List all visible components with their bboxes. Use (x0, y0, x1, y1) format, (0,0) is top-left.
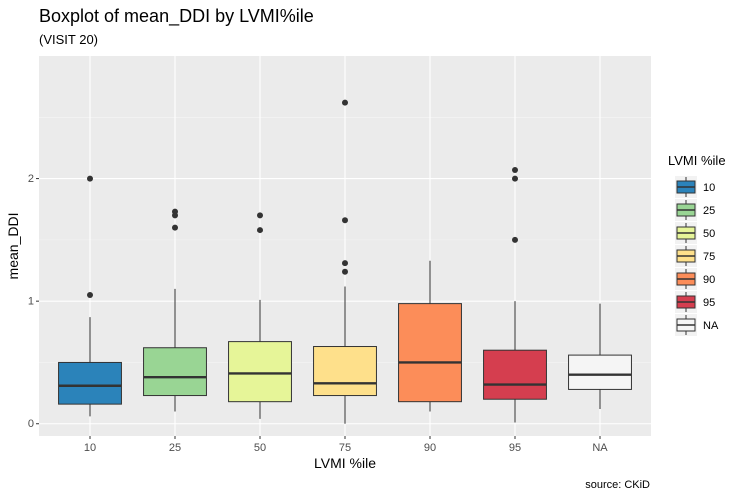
chart-subtitle: (VISIT 20) (39, 32, 99, 47)
legend-label: 95 (703, 297, 715, 309)
x-tick-label: 25 (169, 442, 181, 454)
chart-title: Boxplot of mean_DDI by LVMI%ile (39, 6, 314, 26)
box-group-50 (228, 212, 292, 419)
legend-item-10: 10 (675, 176, 715, 198)
outlier-point (512, 167, 518, 173)
box-group-90 (398, 260, 462, 412)
chart-caption: source: CKiD (585, 479, 650, 491)
x-tick-label: 10 (84, 442, 96, 454)
box-group-75 (313, 99, 377, 424)
x-tick-label: 95 (509, 442, 521, 454)
legend-item-50: 50 (675, 222, 715, 244)
box-group-NA (568, 303, 632, 410)
outlier-point (257, 212, 263, 219)
y-tick-label: 2 (28, 173, 34, 185)
box-95 (483, 349, 547, 400)
x-tick-label: NA (592, 442, 608, 454)
outlier-point (512, 175, 518, 182)
outlier-point (87, 175, 93, 182)
outlier-point (257, 227, 263, 234)
legend-label: 25 (703, 205, 715, 217)
legend-item-NA: NA (675, 314, 719, 336)
y-axis-title: mean_DDI (5, 213, 21, 280)
legend-label: 90 (703, 274, 715, 286)
box-group-25 (143, 208, 207, 412)
x-tick-label: 90 (424, 442, 436, 454)
box-50 (228, 341, 292, 403)
box-NA (568, 354, 632, 390)
legend-label: 50 (703, 228, 715, 240)
x-tick-label: 50 (254, 442, 266, 454)
box-75 (313, 346, 377, 397)
outlier-point (172, 224, 178, 231)
legend-item-25: 25 (675, 199, 715, 221)
legend-item-95: 95 (675, 291, 715, 313)
legend-item-75: 75 (675, 245, 715, 267)
box-25 (143, 347, 207, 397)
legend-label: NA (703, 320, 719, 332)
outlier-point (342, 99, 348, 106)
outlier-point (512, 236, 518, 243)
y-tick-label: 0 (28, 418, 34, 430)
box-10 (58, 361, 122, 405)
legend-label: 75 (703, 251, 715, 263)
outlier-point (172, 208, 178, 215)
box-90 (398, 303, 462, 403)
x-axis-title: LVMI %ile (314, 455, 376, 471)
outlier-point (87, 292, 93, 299)
outlier-point (342, 260, 348, 267)
x-tick-label: 75 (339, 442, 351, 454)
legend-label: 10 (703, 182, 715, 194)
box-group-10 (58, 175, 122, 417)
legend-item-90: 90 (675, 268, 715, 290)
box-group-95 (483, 167, 547, 423)
outlier-point (342, 217, 348, 224)
y-tick-label: 1 (28, 296, 34, 308)
legend-title: LVMI %ile (668, 153, 726, 168)
outlier-point (342, 268, 348, 275)
